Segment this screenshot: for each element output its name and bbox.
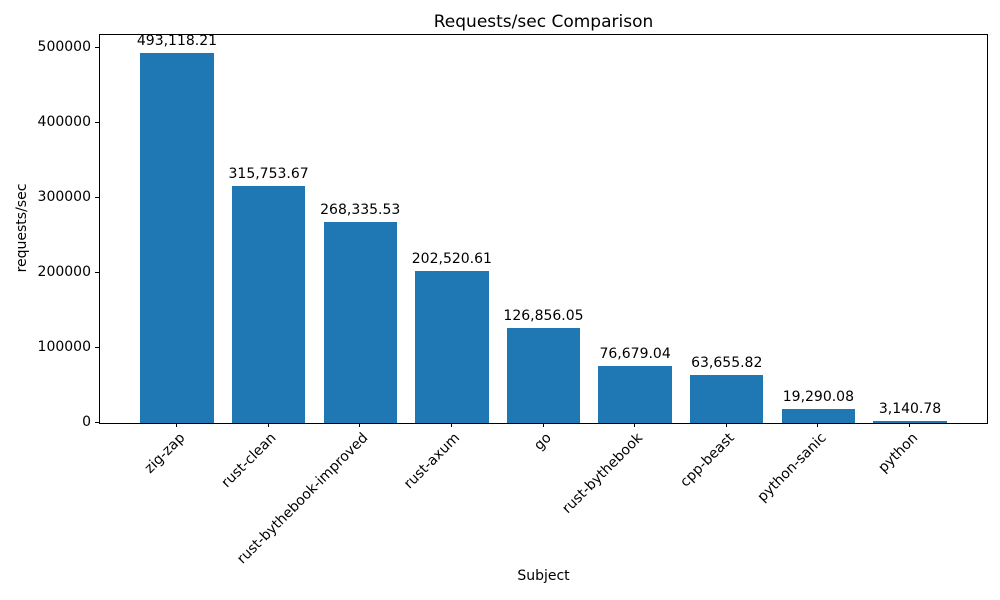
bar-cpp-beast xyxy=(690,375,764,423)
x-tick-label: python xyxy=(875,430,922,476)
bar-rust-axum xyxy=(415,271,489,423)
bar-value-label: 76,679.04 xyxy=(599,345,671,362)
plot-area: 493,118.21 315,753.67 268,335.53 202,520.61… xyxy=(99,33,988,424)
x-tick-label: go xyxy=(531,430,555,454)
x-tick-mark xyxy=(634,423,636,427)
x-tick-mark xyxy=(817,423,819,427)
x-axis-label: Subject xyxy=(517,568,570,584)
bar-python-sanic xyxy=(781,408,856,423)
bar-value-label: 3,140.78 xyxy=(878,400,942,417)
x-tick-mark xyxy=(725,423,727,427)
bar-value-label: 493,118.21 xyxy=(136,33,218,50)
y-tick-label: 200000 xyxy=(37,264,91,281)
y-tick-mark xyxy=(95,197,99,199)
bar-value-label: 268,335.53 xyxy=(320,201,401,218)
x-tick-mark xyxy=(450,423,452,427)
y-tick-mark xyxy=(95,122,99,124)
y-tick-label: 500000 xyxy=(37,39,91,56)
y-tick-mark xyxy=(95,347,99,349)
x-tick-label: cpp-beast xyxy=(677,430,739,491)
y-tick-mark xyxy=(95,422,99,423)
x-tick-mark xyxy=(359,423,361,427)
y-tick-label: 400000 xyxy=(37,114,91,131)
bar-go xyxy=(506,327,581,423)
x-tick-label: rust-bythebook xyxy=(559,430,647,517)
x-tick-mark xyxy=(175,423,177,427)
bar-value-label: 126,856.05 xyxy=(503,307,584,324)
y-tick-mark xyxy=(95,272,99,274)
bar-rust-bythebook-improved xyxy=(323,221,397,423)
x-tick-mark xyxy=(909,423,911,427)
bar-rust-clean xyxy=(231,186,306,423)
x-tick-label: python-sanic xyxy=(754,430,830,506)
x-tick-label: rust-clean xyxy=(219,430,280,491)
bar-value-label: 63,655.82 xyxy=(691,355,763,372)
y-tick-mark xyxy=(95,47,99,49)
x-tick-mark xyxy=(542,423,544,427)
bar-zig-zap xyxy=(140,53,214,423)
y-tick-label: 0 xyxy=(82,414,91,430)
bar-value-label: 202,520.61 xyxy=(411,251,492,268)
y-tick-label: 300000 xyxy=(37,189,91,206)
bar-rust-bythebook xyxy=(598,365,672,423)
x-tick-label: zig-zap xyxy=(141,430,189,477)
x-tick-mark xyxy=(267,423,269,427)
y-tick-label: 100000 xyxy=(37,339,91,356)
chart-title: Requests/sec Comparison xyxy=(433,12,654,32)
bar-value-label: 19,290.08 xyxy=(782,388,855,405)
x-tick-label: rust-axum xyxy=(401,430,464,493)
bar-value-label: 315,753.67 xyxy=(228,166,309,183)
bar-python xyxy=(873,420,947,423)
